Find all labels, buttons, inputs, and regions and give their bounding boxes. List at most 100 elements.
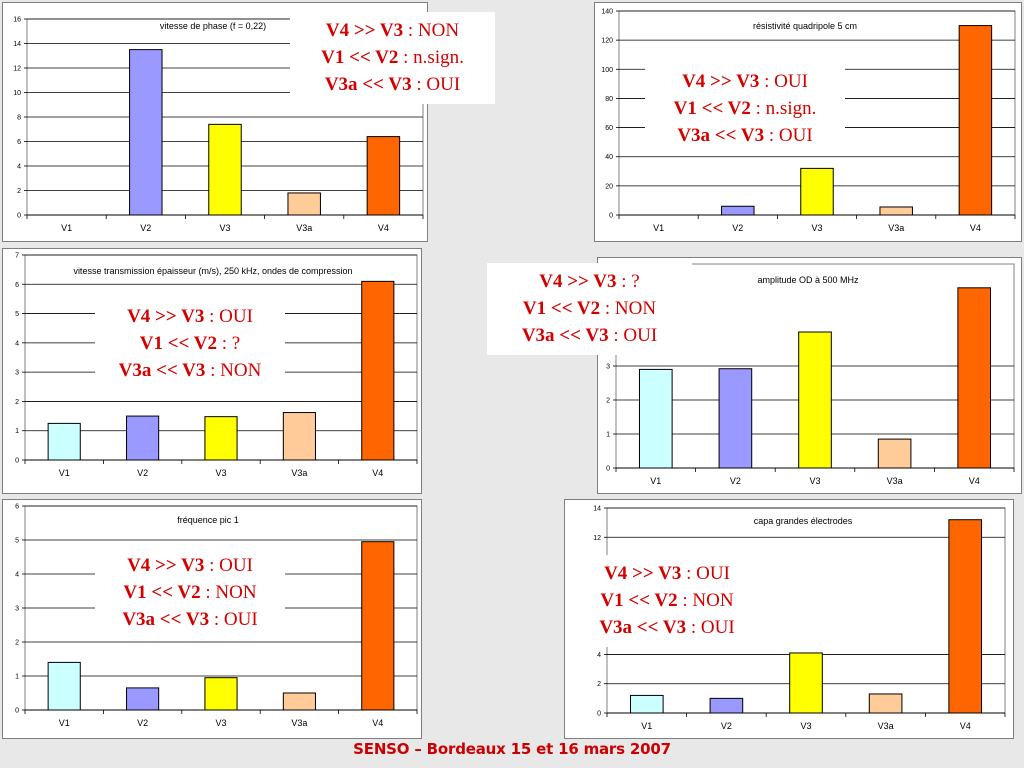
y-tick-label: 0 (597, 711, 601, 718)
note-line: V3a << V3 : OUI (645, 122, 845, 149)
x-category-label: V2 (730, 476, 741, 486)
note-condition: V1 << V2 (600, 590, 678, 611)
y-tick-label: 0 (609, 213, 613, 220)
bar-v3a (879, 206, 913, 216)
note-verdict: : OUI (764, 125, 813, 146)
note-line: V4 >> V3 : OUI (95, 552, 285, 579)
x-category-label: V3 (809, 476, 820, 486)
y-tick-label: 0 (17, 213, 21, 220)
y-tick-label: 4 (15, 572, 19, 579)
x-category-label: V4 (960, 721, 971, 731)
y-tick-label: 0 (15, 708, 19, 715)
x-category-label: V3 (800, 721, 811, 731)
note-condition: V3a << V3 (118, 360, 206, 381)
x-category-label: V1 (653, 223, 664, 233)
y-tick-label: 1 (15, 674, 19, 681)
note-verdict: : OUI (209, 609, 258, 630)
bar-v4 (361, 541, 395, 711)
bar-v3a (287, 192, 321, 216)
y-tick-label: 60 (605, 125, 613, 132)
note-condition: V1 << V2 (522, 298, 601, 319)
chart-panel-vitesse-transmission: 0 1 2 3 4 5 6 7 V1 V2 V3 V3a V4 vitesse transmission … (2, 248, 422, 494)
y-tick-label: 1 (15, 428, 19, 435)
chart-title: résistivité quadripole 5 cm (753, 21, 857, 31)
note-condition: V1 << V2 (139, 333, 218, 354)
chart-title: vitesse de phase (f = 0,22) (160, 21, 266, 31)
footer-title: SENSO – Bordeaux 15 et 16 mars 2007 (353, 740, 671, 758)
x-category-label: V2 (140, 223, 151, 233)
y-tick-label: 20 (605, 183, 613, 190)
note-verdict: : NON (403, 20, 460, 41)
x-category-label: V2 (137, 718, 148, 728)
bar-v3a (877, 438, 912, 469)
y-tick-label: 80 (605, 96, 613, 103)
y-tick-label: 3 (606, 364, 610, 371)
note-condition: V4 >> V3 (604, 563, 682, 584)
bar-v3 (800, 167, 834, 216)
note-verdict: : OUI (608, 325, 658, 346)
note-verdict: : OUI (204, 555, 253, 576)
chart-frequence: 0 1 2 3 4 5 6 V1 V2 V3 V3a V4 fréquence pic 1 (15, 504, 418, 728)
note-line: V4 >> V3 : NON (290, 17, 495, 44)
note-line: V3a << V3 : OUI (290, 71, 495, 98)
y-tick-label: 8 (17, 115, 21, 122)
note-line: V3a << V3 : OUI (95, 606, 285, 633)
y-tick-label: 6 (17, 139, 21, 146)
bar-v4 (361, 280, 395, 461)
note-condition: V4 >> V3 (127, 555, 205, 576)
y-tick-label: 120 (601, 38, 613, 45)
bar-v2 (709, 697, 744, 714)
y-tick-label: 2 (15, 640, 19, 647)
note-condition: V4 >> V3 (539, 271, 617, 292)
chart-title: capa grandes électrodes (754, 516, 853, 526)
y-tick-label: 5 (15, 311, 19, 318)
y-tick-label: 12 (593, 535, 601, 542)
chart-panel-capa: 0 2 4 12 14 V1 V2 V3 V3a V4 capa grandes électrode… (564, 499, 1014, 739)
x-category-label: V4 (969, 476, 980, 486)
bar-v2 (126, 415, 160, 461)
bar-v3a (282, 692, 316, 711)
x-category-label: V4 (378, 223, 389, 233)
note-condition: V3a << V3 (599, 617, 687, 638)
note-condition: V3a << V3 (521, 325, 609, 346)
x-category-label: V3 (215, 718, 226, 728)
note-verdict: : n.sign. (398, 47, 464, 68)
bar-v2 (129, 49, 163, 216)
note-amplitude: V4 >> V3 : ? V1 << V2 : NON V3a << V3 : OU… (487, 263, 692, 355)
x-category-label: V2 (137, 468, 148, 478)
x-category-label: V2 (732, 223, 743, 233)
y-tick-label: 6 (15, 504, 19, 511)
note-condition: V4 >> V3 (325, 20, 404, 41)
x-category-label: V3 (215, 468, 226, 478)
y-tick-label: 2 (15, 399, 19, 406)
bar-v3 (208, 123, 242, 216)
note-condition: V3a << V3 (324, 74, 412, 95)
y-tick-label: 4 (597, 652, 601, 659)
note-vitesse-phase: V4 >> V3 : NON V1 << V2 : n.sign. V3a << V… (290, 12, 495, 104)
x-category-label: V1 (61, 223, 72, 233)
y-tick-label: 140 (601, 9, 613, 16)
note-verdict: : OUI (204, 306, 253, 327)
bar-v4 (366, 136, 401, 216)
y-tick-label: 7 (15, 253, 19, 260)
x-category-label: V4 (372, 718, 383, 728)
y-tick-label: 6 (15, 282, 19, 289)
note-condition: V4 >> V3 (682, 71, 760, 92)
x-category-label: V1 (650, 476, 661, 486)
x-category-label: V3a (291, 468, 307, 478)
bar-v1 (47, 422, 81, 461)
y-tick-label: 4 (17, 164, 21, 171)
bar-v3a (282, 412, 316, 461)
note-condition: V1 << V2 (673, 98, 751, 119)
y-tick-label: 4 (15, 340, 19, 347)
note-line: V4 >> V3 : ? (487, 268, 692, 295)
note-vitesse-transmission: V4 >> V3 : OUI V1 << V2 : ? V3a << V3 : NO… (95, 298, 285, 390)
note-line: V4 >> V3 : OUI (645, 68, 845, 95)
y-tick-label: 0 (606, 466, 610, 473)
chart-vitesse-transmission: 0 1 2 3 4 5 6 7 V1 V2 V3 V3a V4 vitesse transmission … (15, 253, 418, 478)
y-tick-label: 0 (15, 458, 19, 465)
note-resistivite: V4 >> V3 : OUI V1 << V2 : n.sign. V3a << V… (645, 63, 845, 155)
note-line: V1 << V2 : n.sign. (290, 44, 495, 71)
note-verdict: : ? (616, 271, 640, 292)
note-line: V1 << V2 : NON (572, 587, 762, 614)
